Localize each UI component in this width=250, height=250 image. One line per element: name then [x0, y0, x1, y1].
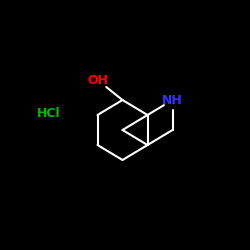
Text: OH: OH: [87, 74, 108, 86]
Text: NH: NH: [162, 94, 183, 106]
Text: HCl: HCl: [37, 107, 60, 120]
